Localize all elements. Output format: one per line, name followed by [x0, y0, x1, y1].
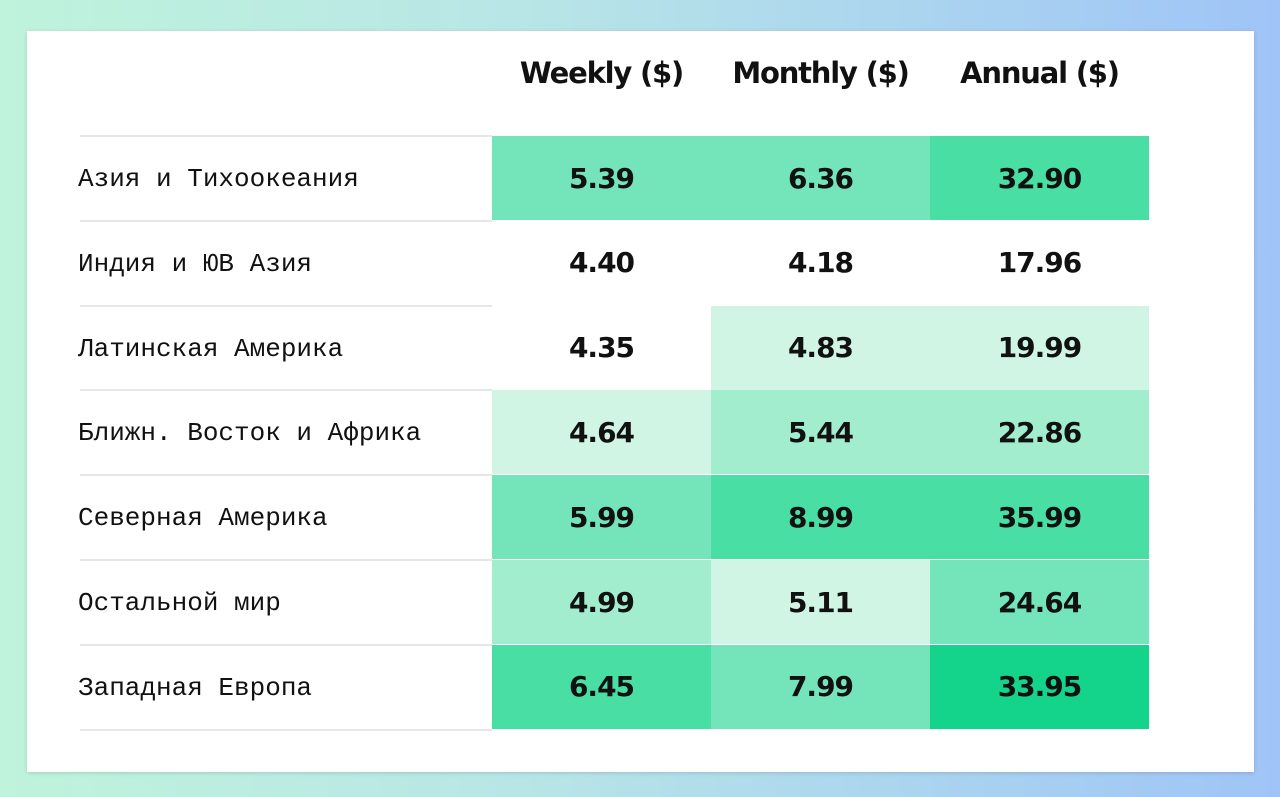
value-cell: 4.99	[492, 560, 711, 644]
column-header: Annual ($)	[960, 56, 1120, 90]
value-cell: 4.35	[492, 305, 711, 390]
row-label: Ближн. Восток и Африка	[78, 418, 422, 449]
value-cell: 5.39	[492, 136, 711, 220]
row-separator	[80, 559, 492, 561]
value-cell: 17.96	[930, 220, 1149, 305]
value-cell: 4.18	[711, 220, 930, 305]
value-cell: 35.99	[930, 475, 1149, 560]
value-cell: 4.64	[492, 390, 711, 475]
row-separator	[80, 219, 492, 222]
value-cell: 33.95	[930, 644, 1149, 729]
value-cell: 32.90	[930, 136, 1149, 220]
value-cell: 4.40	[492, 220, 711, 305]
row-separator	[80, 389, 492, 392]
row-separator	[80, 135, 492, 137]
value-cell: 24.64	[930, 560, 1149, 644]
value-cell: 22.86	[930, 390, 1149, 475]
row-separator	[80, 474, 492, 477]
value-cell: 8.99	[711, 475, 930, 560]
row-label: Западная Европа	[78, 672, 313, 703]
value-cell: 6.36	[711, 136, 930, 220]
row-label: Остальной мир	[78, 588, 281, 618]
value-cell: 6.45	[492, 644, 711, 729]
value-cell: 4.83	[711, 305, 930, 390]
row-label: Индия и ЮВ Азия	[78, 248, 313, 279]
value-cell: 19.99	[930, 305, 1149, 390]
row-separator	[80, 728, 492, 731]
value-cell: 5.11	[711, 560, 930, 644]
row-label: Северная Америка	[78, 503, 328, 534]
column-header: Weekly ($)	[519, 56, 684, 90]
row-separator	[80, 304, 492, 307]
column-header: Monthly ($)	[732, 56, 910, 90]
row-label: Латинская Америка	[78, 333, 344, 364]
row-label: Азия и Тихоокеания	[78, 164, 359, 194]
value-cell: 7.99	[711, 644, 930, 729]
row-separator	[80, 643, 492, 646]
value-cell: 5.99	[492, 475, 711, 560]
value-cell: 5.44	[711, 390, 930, 475]
